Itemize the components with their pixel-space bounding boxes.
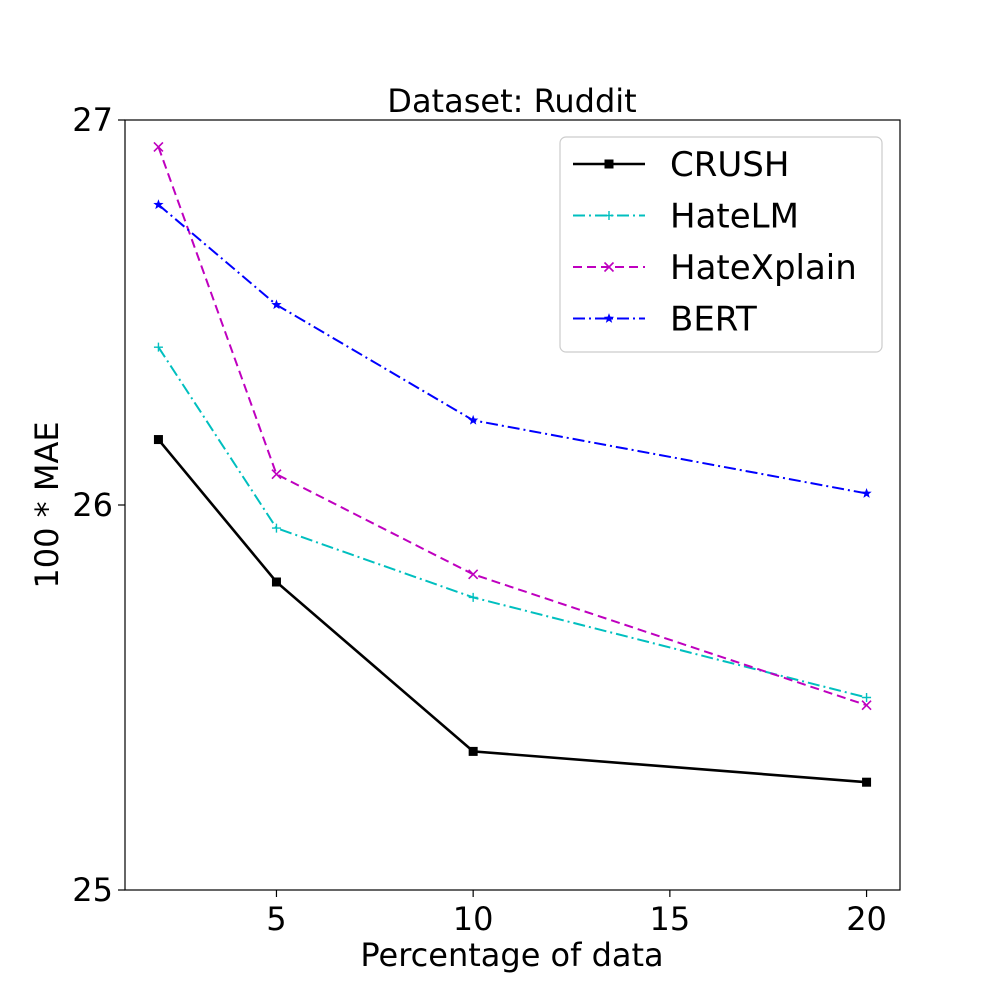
legend-label: HateXplain xyxy=(670,248,857,288)
marker-x xyxy=(861,700,872,711)
y-tick-label: 27 xyxy=(72,101,113,139)
marker-star xyxy=(468,414,479,425)
x-tick-label: 15 xyxy=(650,900,691,938)
legend-entry: CRUSH xyxy=(573,145,789,185)
legend-label: BERT xyxy=(670,300,757,340)
y-axis-label: 100 * MAE xyxy=(28,421,66,588)
series-line-crush xyxy=(157,438,867,784)
legend-entry: BERT xyxy=(573,300,757,340)
marker-star xyxy=(271,299,282,310)
marker-square xyxy=(271,577,281,587)
x-tick-label: 20 xyxy=(846,900,887,938)
marker-square xyxy=(862,777,872,787)
marker-x xyxy=(153,141,164,153)
series-hatelm xyxy=(153,342,872,702)
marker-star xyxy=(861,488,872,498)
marker-star xyxy=(153,199,164,210)
series-line-bert xyxy=(157,203,867,495)
marker-star xyxy=(603,313,615,323)
marker-x xyxy=(468,569,479,580)
series-line-hatexplain xyxy=(157,146,867,707)
marker-square xyxy=(604,159,614,169)
series-hatexplain xyxy=(153,141,872,711)
legend-entry: HateXplain xyxy=(573,248,857,288)
series-crush xyxy=(153,435,872,787)
marker-square xyxy=(468,746,478,756)
marker-x xyxy=(271,469,282,480)
axes: 5 10 15 20 25 26 27 xyxy=(72,101,887,938)
legend-box xyxy=(559,136,883,353)
y-tick-label: 25 xyxy=(72,871,113,909)
marker-plus xyxy=(271,523,281,533)
series-line-hatelm xyxy=(157,346,867,699)
series-layer xyxy=(153,141,872,787)
legend-label: HateLM xyxy=(670,197,799,237)
marker-plus xyxy=(604,211,614,220)
legend: CRUSH HateLM HateXplain BERT xyxy=(559,136,883,353)
y-tick-label: 26 xyxy=(72,486,113,524)
x-tick-label: 10 xyxy=(453,900,494,938)
x-axis-label: Percentage of data xyxy=(360,936,663,974)
chart-title: Dataset: Ruddit xyxy=(387,82,636,120)
marker-square xyxy=(153,435,163,445)
marker-plus xyxy=(153,342,163,352)
legend-label: CRUSH xyxy=(670,145,789,185)
marker-plus xyxy=(862,693,872,702)
marker-x xyxy=(603,261,615,273)
series-bert xyxy=(153,199,872,498)
legend-entry: HateLM xyxy=(573,197,799,237)
x-tick-label: 5 xyxy=(266,900,286,938)
marker-plus xyxy=(468,592,478,602)
